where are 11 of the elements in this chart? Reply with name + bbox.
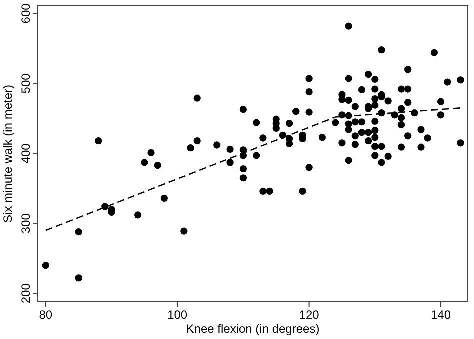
y-tick-label: 300 xyxy=(19,213,33,234)
y-tick-label: 600 xyxy=(19,3,33,24)
y-tick-label: 400 xyxy=(19,143,33,164)
x-tick-label: 140 xyxy=(430,308,452,322)
x-tick-label: 80 xyxy=(39,308,53,322)
x-tick-label: 120 xyxy=(299,308,320,322)
x-axis-title: Knee flexion (in degrees) xyxy=(186,322,320,336)
y-tick-label: 200 xyxy=(19,283,33,304)
x-tick-label: 100 xyxy=(168,308,188,322)
y-tick-label: 500 xyxy=(19,73,33,94)
y-axis-title: Six minute walk (in meter) xyxy=(1,84,15,224)
